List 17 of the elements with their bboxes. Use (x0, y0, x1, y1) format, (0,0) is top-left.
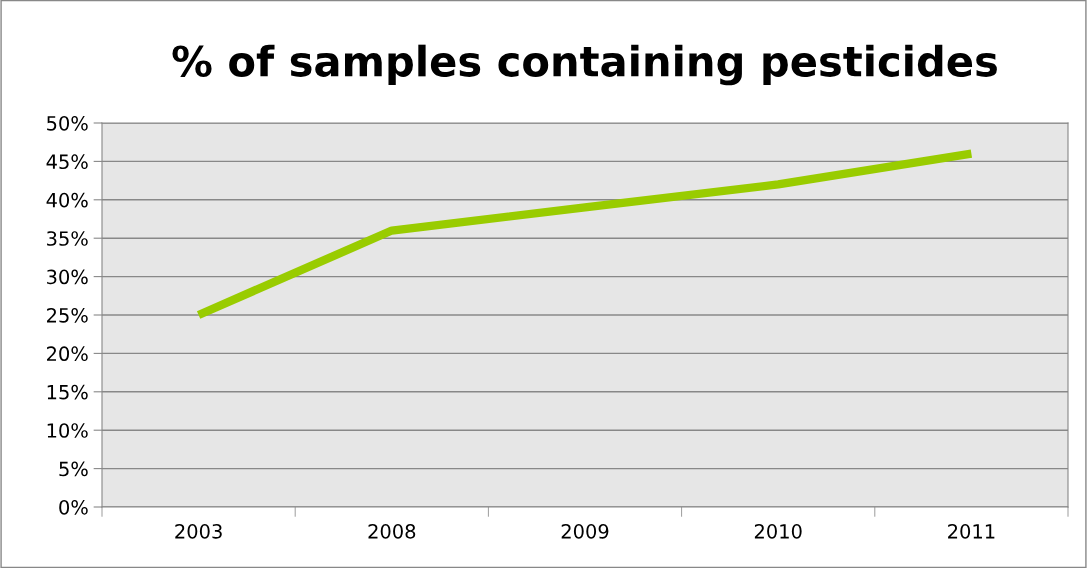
y-tick-label: 20% (47, 346, 88, 362)
x-tick-label: 2010 (754, 524, 802, 539)
x-tick-label: 2009 (561, 524, 609, 539)
y-tick-label: 10% (47, 423, 88, 438)
y-tick-label: 35% (47, 231, 88, 246)
x-tick-label: 2008 (368, 524, 416, 539)
y-tick-label: 15% (47, 384, 88, 400)
x-tick-label: 2003 (175, 524, 222, 539)
y-tick-label: 0% (59, 499, 88, 515)
y-tick-label: 45% (46, 154, 88, 170)
y-tick-label: 25% (47, 307, 88, 323)
y-tick-label: 40% (46, 192, 88, 208)
chart-title: % of samples containing pesticides (172, 44, 997, 86)
y-tick-label: 50% (47, 115, 88, 131)
y-tick-label: 30% (47, 269, 88, 285)
y-tick-label: 5% (59, 461, 88, 477)
x-tick-label: 2011 (948, 524, 995, 539)
